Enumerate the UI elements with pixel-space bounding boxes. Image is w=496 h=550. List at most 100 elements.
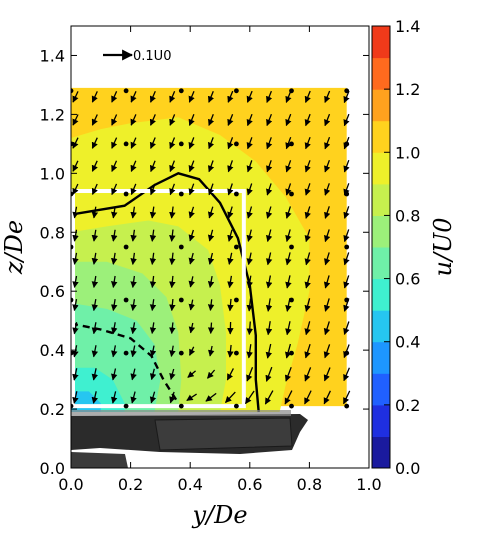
colorbar-tick-label-2: 0.4 [395,333,420,352]
vector-arrow-7-8 [207,206,215,219]
colorbar-segment-7 [372,215,390,248]
vector-arrow-9-7 [246,229,253,242]
grid-dot-1-3 [123,244,129,250]
x-tick-label-2: 0.4 [177,475,202,494]
grid-dot-3-3 [234,244,239,250]
y-tick-label-1: 0.2 [40,400,65,419]
vector-arrow-6-10 [188,160,195,173]
vector-arrow-12-12 [304,113,311,127]
vector-arrow-11-0 [284,390,293,405]
vector-arrow-0-0 [72,391,79,404]
vector-arrow-0-13 [72,91,79,103]
colorbar-ticks: 0.0 0.2 0.4 0.6 0.8 1.0 1.2 1.4 [384,17,420,478]
vector-arrow-10-12 [266,113,273,127]
overlay-box [71,189,246,409]
colorbar-segment-10 [372,120,390,153]
colorbar-tick-label-1: 0.2 [395,396,420,415]
vector-arrow-8-8 [227,206,234,219]
vector-arrow-5-5 [169,275,176,289]
vector-arrow-2-10 [111,160,118,172]
colorbar-tick-label-7: 1.4 [395,17,420,36]
colorbar-segment-3 [372,341,390,374]
grid-dot-3-1 [234,141,239,147]
vector-arrow-14-11 [343,136,350,150]
vector-arrow-6-2 [189,346,196,356]
vector-arrow-2-9 [111,183,118,196]
vector-arrow-1-7 [91,229,99,242]
vector-arrow-5-8 [169,206,176,219]
vector-arrow-13-10 [324,159,331,173]
vector-arrow-5-7 [169,229,176,242]
grid-dot-2-0 [178,88,184,94]
vector-arrow-11-2 [285,343,292,359]
colorbar-segment-6 [372,247,390,280]
vector-arrow-5-12 [169,114,176,126]
vector-arrow-2-0 [111,391,118,404]
vector-arrow-11-4 [285,298,292,312]
vector-arrow-7-13 [207,90,215,103]
vector-arrow-3-1 [130,368,137,381]
vector-arrow-9-10 [246,160,253,173]
y-ticks: 0.0 0.2 0.4 0.6 0.8 1.0 1.2 1.4 [40,46,369,478]
vector-arrow-9-1 [246,367,254,382]
vector-arrow-12-13 [304,90,311,104]
vector-arrow-2-4 [111,298,118,312]
vector-arrow-5-13 [169,90,176,103]
vector-arrow-14-5 [343,275,350,289]
vector-arrow-2-3 [111,322,118,335]
vector-arrow-6-1 [187,370,197,378]
vector-arrow-7-10 [207,160,215,173]
vector-arrow-1-10 [91,160,98,172]
vector-arrow-7-1 [207,369,216,379]
vector-arrow-10-7 [265,229,273,243]
colorbar: 0.0 0.2 0.4 0.6 0.8 1.0 1.2 1.4 u/U0 [371,17,457,478]
grid-dot-3-0 [234,88,239,94]
y-tick-label-6: 1.2 [40,105,65,124]
vector-arrow-12-10 [304,160,311,173]
grid-dot-3-4 [234,297,239,303]
vector-arrow-1-2 [91,345,99,358]
grid-dot-2-2 [178,191,184,197]
y-axis-label: z/De [0,220,28,275]
grid-dot-0-3 [71,244,74,250]
vector-arrow-2-11 [111,137,118,149]
vector-arrow-2-2 [111,345,118,358]
vector-arrow-8-1 [226,368,234,381]
colorbar-segment-2 [372,373,390,406]
vector-arrow-7-11 [207,137,215,150]
vector-arrow-3-0 [130,391,137,404]
vector-arrow-9-9 [246,183,253,196]
vector-arrow-11-5 [285,275,292,289]
colorbar-segment-4 [372,310,390,343]
vector-arrow-5-6 [169,252,176,266]
vector-arrow-9-6 [246,252,253,266]
grid-dot-1-0 [123,88,129,94]
vector-arrow-1-13 [91,91,98,103]
vector-arrow-8-9 [227,183,234,196]
vector-arrow-13-2 [323,344,331,359]
grid-dot-4-6 [289,403,294,409]
vector-arrow-4-12 [149,114,156,126]
vector-arrow-3-9 [130,183,137,196]
vector-arrow-3-7 [130,229,137,242]
vector-arrow-6-3 [188,322,196,334]
vector-arrow-10-3 [265,321,273,336]
grid-dot-2-5 [178,350,184,356]
vector-arrow-13-4 [323,298,331,312]
vector-arrow-1-8 [91,206,99,219]
x-axis-label: y/De [191,501,247,529]
vector-arrow-1-5 [91,275,99,289]
vector-arrow-7-0 [205,392,217,402]
vector-arrow-8-11 [227,137,234,150]
vector-arrow-13-9 [324,183,331,196]
vector-arrow-9-11 [246,137,253,150]
vector-arrow-14-2 [343,344,350,359]
vector-arrow-6-6 [188,252,195,265]
vector-arrow-12-3 [304,321,311,336]
vector-arrow-14-12 [343,113,350,127]
vector-arrow-11-10 [285,160,292,173]
vector-arrow-3-2 [130,345,137,358]
vector-arrow-8-5 [227,275,234,289]
vector-arrow-3-4 [130,299,137,312]
